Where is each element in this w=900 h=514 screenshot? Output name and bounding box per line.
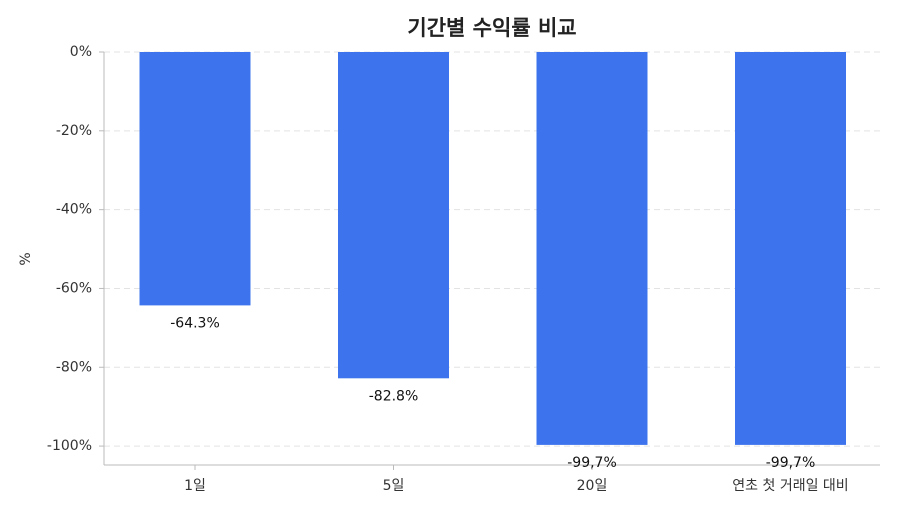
x-tick-label: 20일	[577, 478, 608, 494]
value-label: -99,7%	[766, 455, 816, 471]
y-tick-label: -60%	[56, 280, 92, 296]
bar	[338, 52, 449, 379]
chart-title: 기간별 수익률 비교	[407, 16, 576, 40]
value-label: -99,7%	[567, 455, 617, 471]
value-label: -82.8%	[369, 388, 419, 404]
y-tick-label: -40%	[56, 202, 92, 218]
y-tick-label: -80%	[56, 359, 92, 375]
y-tick-label: -20%	[56, 123, 92, 139]
bar	[735, 52, 846, 445]
y-tick-label: 0%	[70, 44, 92, 60]
bar	[536, 52, 648, 445]
value-label: -64.3%	[170, 315, 220, 331]
bar	[139, 52, 251, 306]
x-tick-label: 5일	[383, 478, 405, 494]
x-tick-label: 연초 첫 거래일 대비	[732, 478, 848, 494]
y-axis-label: %	[18, 252, 34, 265]
x-tick-label: 1일	[184, 478, 206, 494]
y-tick-label: -100%	[47, 438, 92, 454]
